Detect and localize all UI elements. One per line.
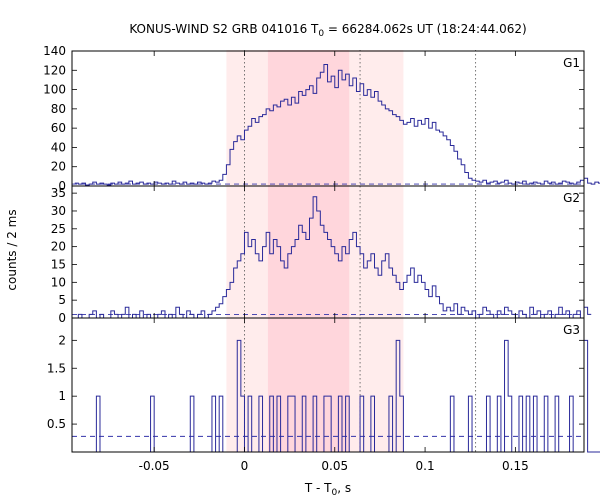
y-tick-label-g1-3: 60 — [51, 121, 66, 135]
x-tick-label-3: 0.1 — [416, 459, 435, 473]
y-axis-label: counts / 2 ms — [5, 209, 19, 290]
chart-title-rest: = 66284.062s UT (18:24:44.062) — [324, 22, 527, 36]
x-axis-label-subscript: 0 — [332, 488, 338, 498]
panel-g3: 0.5 1 1.5 2 G3 — [47, 317, 600, 453]
y-tick-label-g2-3: 15 — [51, 257, 66, 271]
y-tick-label-g2-2: 10 — [51, 275, 66, 289]
y-tick-label-g2-7: 35 — [51, 186, 66, 200]
y-tick-label-g1-1: 20 — [51, 160, 66, 174]
y-tick-label-g2-4: 20 — [51, 240, 66, 254]
y-tick-label-g1-2: 40 — [51, 140, 66, 154]
y-tick-label-g1-5: 100 — [43, 83, 66, 97]
y-tick-label-g2-0: 0 — [58, 311, 66, 325]
chart-title-subscript: 0 — [318, 29, 324, 39]
x-axis-label: T - T0, s — [304, 481, 351, 498]
x-axis-label-rest: , s — [337, 481, 351, 495]
panel-frame-g3 — [71, 317, 585, 453]
y-tick-label-g1-6: 120 — [43, 63, 66, 77]
y-tick-label-g2-5: 25 — [51, 222, 66, 236]
y-tick-label-g3-0: 0.5 — [47, 417, 66, 431]
y-tick-label-g2-6: 30 — [51, 204, 66, 218]
x-tick-label-0: -0.05 — [139, 459, 170, 473]
highlight-band-1 — [267, 50, 350, 452]
panel-label-g2: G2 — [563, 191, 580, 205]
chart-title: KONUS-WIND S2 GRB 041016 T0 = 66284.062s… — [129, 22, 526, 39]
panel-label-g1: G1 — [563, 56, 580, 70]
x-tick-label-2: 0.05 — [321, 459, 348, 473]
y-tick-label-g2-1: 5 — [58, 293, 66, 307]
y-tick-label-g1-7: 140 — [43, 44, 66, 58]
panel-label-g3: G3 — [563, 323, 580, 337]
x-axis-label-main: T - T — [304, 481, 332, 495]
chart-title-main: KONUS-WIND S2 GRB 041016 T — [129, 22, 319, 36]
y-tick-label-g3-1: 1 — [58, 389, 66, 403]
y-tick-label-g3-2: 1.5 — [47, 361, 66, 375]
x-tick-label-1: 0 — [241, 459, 249, 473]
y-tick-label-g3-3: 2 — [58, 333, 66, 347]
y-tick-label-g1-4: 80 — [51, 102, 66, 116]
x-tick-label-4: 0.15 — [502, 459, 529, 473]
light-curve-g1 — [74, 64, 600, 186]
y-tick-label-g1-0: 0 — [58, 179, 66, 193]
panel-g1: 0 20 40 60 80 100 120 140 G1 — [43, 44, 600, 193]
